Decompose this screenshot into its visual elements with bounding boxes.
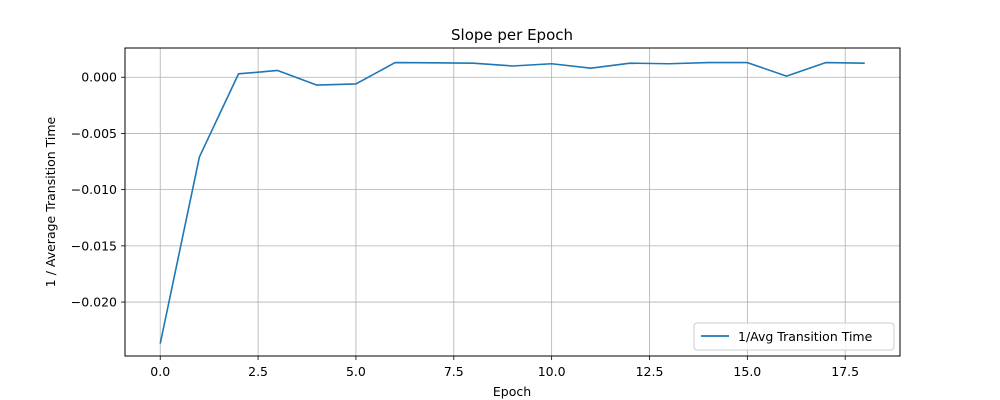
y-axis-label: 1 / Average Transition Time bbox=[43, 116, 58, 287]
x-tick-label: 5.0 bbox=[346, 364, 366, 379]
y-tick-label: −0.010 bbox=[71, 182, 117, 197]
x-tick-label: 10.0 bbox=[538, 364, 566, 379]
x-tick-label: 15.0 bbox=[733, 364, 761, 379]
x-tick-label: 17.5 bbox=[831, 364, 859, 379]
x-tick-label: 7.5 bbox=[444, 364, 464, 379]
plot-frame bbox=[124, 47, 901, 357]
y-tick-label: −0.015 bbox=[71, 238, 117, 253]
x-tick-label: 0.0 bbox=[150, 364, 170, 379]
y-tick-label: 0.000 bbox=[81, 70, 117, 85]
legend-box bbox=[693, 322, 895, 351]
y-tick-label: −0.005 bbox=[71, 126, 117, 141]
x-axis: 0.0 2.5 5.0 7.5 10.0 12.5 15.0 17.5 bbox=[150, 356, 859, 379]
x-tick-label: 2.5 bbox=[248, 364, 268, 379]
series-layer bbox=[159, 61, 865, 344]
legend-entry: 1/Avg Transition Time bbox=[738, 329, 873, 344]
legend: 1/Avg Transition Time bbox=[693, 322, 895, 351]
y-tick-label: −0.020 bbox=[71, 295, 117, 310]
grid bbox=[125, 48, 900, 356]
x-axis-label: Epoch bbox=[493, 384, 531, 399]
series-line bbox=[159, 61, 865, 344]
x-tick-label: 12.5 bbox=[636, 364, 664, 379]
y-axis: 0.000 −0.005 −0.010 −0.015 −0.020 bbox=[71, 70, 125, 310]
chart-title: Slope per Epoch bbox=[451, 26, 573, 44]
